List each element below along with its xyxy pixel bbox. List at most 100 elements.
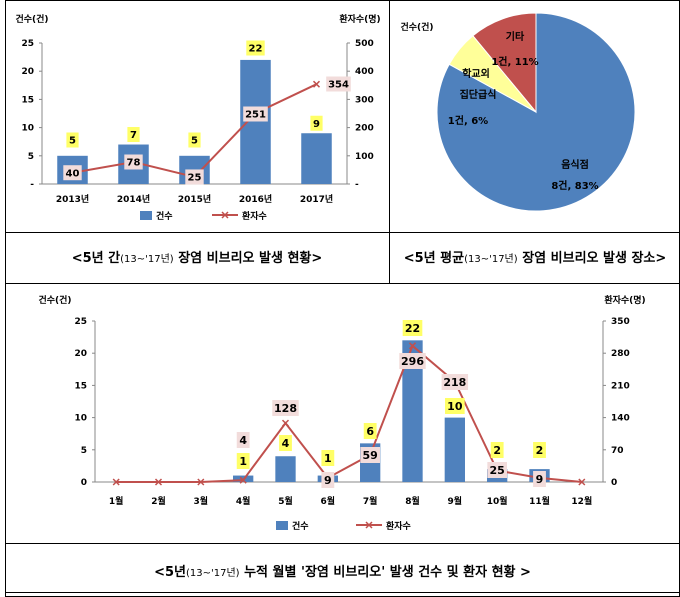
legend-swatch-marker [365, 521, 373, 529]
caption-yearly-pre: <5년 간 [71, 251, 121, 266]
caption-monthly-pre: <5년 [154, 565, 186, 580]
line-label-7월-box [360, 447, 380, 463]
chart-location-panel: 건수(건) 음식점 8건, 83% 학교외 집단급식 1건, 6% 기타 1건, 11% [389, 0, 680, 232]
bar-label-4월-box [236, 453, 250, 469]
point-patients-5월 [281, 419, 290, 427]
line-label-4월-box [236, 432, 250, 448]
y-tick-label: 20 [21, 67, 34, 77]
bar-label-7월-box [363, 423, 377, 439]
line-label-8월: 296 [401, 355, 424, 368]
line-label-2016년: 251 [245, 110, 266, 121]
bar-label-2013년: 5 [69, 136, 76, 147]
bar-8월 [402, 340, 423, 482]
pie-name-other: 기타 [506, 30, 525, 43]
bar-label-2016년: 22 [249, 44, 263, 55]
line-label-7월: 59 [363, 449, 378, 462]
caption-monthly-post: 누적 월별 '장염 비브리오' 발생 건수 및 환자 현황 > [239, 565, 531, 580]
point-patients-2017년 [312, 80, 321, 88]
bar-label-5월: 4 [282, 437, 290, 450]
legend-swatch-bar [276, 521, 288, 530]
y-tick-label: 10 [74, 414, 87, 424]
x-tick-label: 1월 [109, 495, 124, 507]
point-patients-4월 [239, 476, 247, 484]
line-label-4월: 4 [239, 434, 247, 447]
bar-label-5월-box [279, 435, 292, 451]
line-label-5월-box [272, 400, 299, 416]
legend-swatch-marker [221, 211, 229, 219]
y-axis-title: 건수(건) [15, 13, 48, 25]
y2-tick-label: 280 [611, 349, 630, 359]
x-tick-label: 2013년 [56, 193, 89, 205]
caption-monthly-range: (13~'17년) [185, 568, 240, 579]
bar-label-10월: 2 [493, 444, 501, 457]
x-tick-label: 6월 [321, 495, 336, 507]
bar-label-2014년: 7 [130, 130, 137, 141]
x-tick-label: 2014년 [117, 193, 150, 205]
x-tick-label: 2016년 [239, 193, 272, 205]
pie-value-restaurant: 8건, 83% [551, 179, 598, 192]
line-label-9월-box [441, 374, 469, 390]
bar-label-2013년-box [66, 132, 79, 148]
y2-axis-title: 환자수(명) [339, 13, 380, 25]
bar-label-11월: 2 [536, 444, 544, 457]
caption-yearly-range: (13~'17년) [120, 254, 174, 265]
x-tick-label: 4월 [236, 495, 251, 507]
pie-name-school-line1: 학교외 [462, 67, 490, 80]
y2-tick-label: 500 [355, 39, 374, 49]
y2-tick-label: 350 [611, 317, 630, 327]
bar-label-6월: 1 [324, 452, 332, 465]
y2-tick-label: 100 [355, 152, 374, 162]
y2-tick-label: 140 [611, 414, 630, 424]
pie-slice-other [472, 12, 537, 114]
line-label-2013년-box [63, 165, 82, 181]
line-label-2013년: 40 [66, 168, 80, 179]
x-tick-label: 8월 [405, 495, 420, 507]
bar-label-4월: 1 [239, 455, 247, 468]
line-label-5월: 128 [274, 402, 297, 415]
x-tick-label: 5월 [278, 495, 293, 507]
caption-yearly: <5년 간(13~'17년) 장염 비브리오 발생 현황> [5, 247, 389, 266]
bar-label-9월: 10 [447, 400, 463, 413]
bar-2016년 [240, 59, 271, 184]
y-tick-label: 25 [21, 39, 34, 49]
caption-monthly: <5년(13~'17년) 누적 월별 '장염 비브리오' 발생 건수 및 환자 … [5, 561, 680, 580]
chart-yearly: 25 20 15 10 5 - 500 400 300 200 100 - 건수(건) 환자수(명) 201… [15, 13, 380, 222]
y-tick-label: 5 [81, 446, 87, 456]
bar-label-9월-box [445, 398, 465, 414]
bar-label-6월-box [321, 450, 335, 466]
y2-axis-title: 환자수(명) [604, 294, 645, 306]
bar-9월 [444, 417, 465, 482]
line-label-9월: 218 [443, 376, 466, 389]
y-tick-label: 25 [74, 317, 87, 327]
x-tick-label: 9월 [448, 495, 463, 507]
point-patients-8월 [408, 342, 417, 350]
x-tick-label: 2월 [151, 495, 166, 507]
x-tick-label: 12월 [571, 495, 592, 507]
y2-tick-label: 70 [611, 446, 624, 456]
bar-2017년 [301, 133, 332, 184]
x-tick-label: 7월 [363, 495, 378, 507]
bar-label-2015년-box [188, 132, 201, 148]
line-label-2017년: 354 [328, 80, 349, 91]
legend-label-bar: 건수 [292, 520, 309, 532]
bar-label-2017년-box [310, 115, 323, 131]
caption-yearly-post: 장염 비브리오 발생 현황> [173, 251, 323, 266]
y-tick-label: 15 [21, 95, 34, 105]
bar-label-8월: 22 [405, 322, 420, 335]
caption-location-post: 장염 비브리오 발생 장소> [517, 251, 667, 266]
line-label-2014년: 78 [127, 158, 141, 169]
caption-location: <5년 평균(13~'17년) 장염 비브리오 발생 장소> [390, 247, 680, 266]
line-label-6월: 9 [324, 474, 332, 487]
line-label-2017년-box [326, 76, 351, 92]
y-tick-label: 15 [74, 381, 87, 391]
line-label-10월: 25 [490, 464, 505, 477]
line-label-10월-box [487, 462, 507, 478]
legend-label-bar: 건수 [156, 210, 173, 222]
legend-label-line: 환자수 [386, 520, 411, 532]
point-patients-2월 [154, 478, 163, 486]
legend-label-line: 환자수 [242, 210, 267, 222]
bar-label-2014년-box [127, 127, 140, 143]
y2-tick-label: 300 [355, 95, 374, 105]
